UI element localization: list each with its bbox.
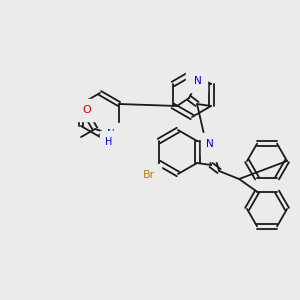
Text: N: N bbox=[206, 139, 214, 149]
Text: H: H bbox=[191, 70, 199, 80]
Text: N: N bbox=[194, 76, 202, 86]
Text: Br: Br bbox=[143, 170, 155, 180]
Text: O: O bbox=[83, 105, 92, 115]
Text: H: H bbox=[105, 137, 113, 147]
Text: H: H bbox=[209, 145, 217, 155]
Text: N: N bbox=[107, 129, 115, 139]
